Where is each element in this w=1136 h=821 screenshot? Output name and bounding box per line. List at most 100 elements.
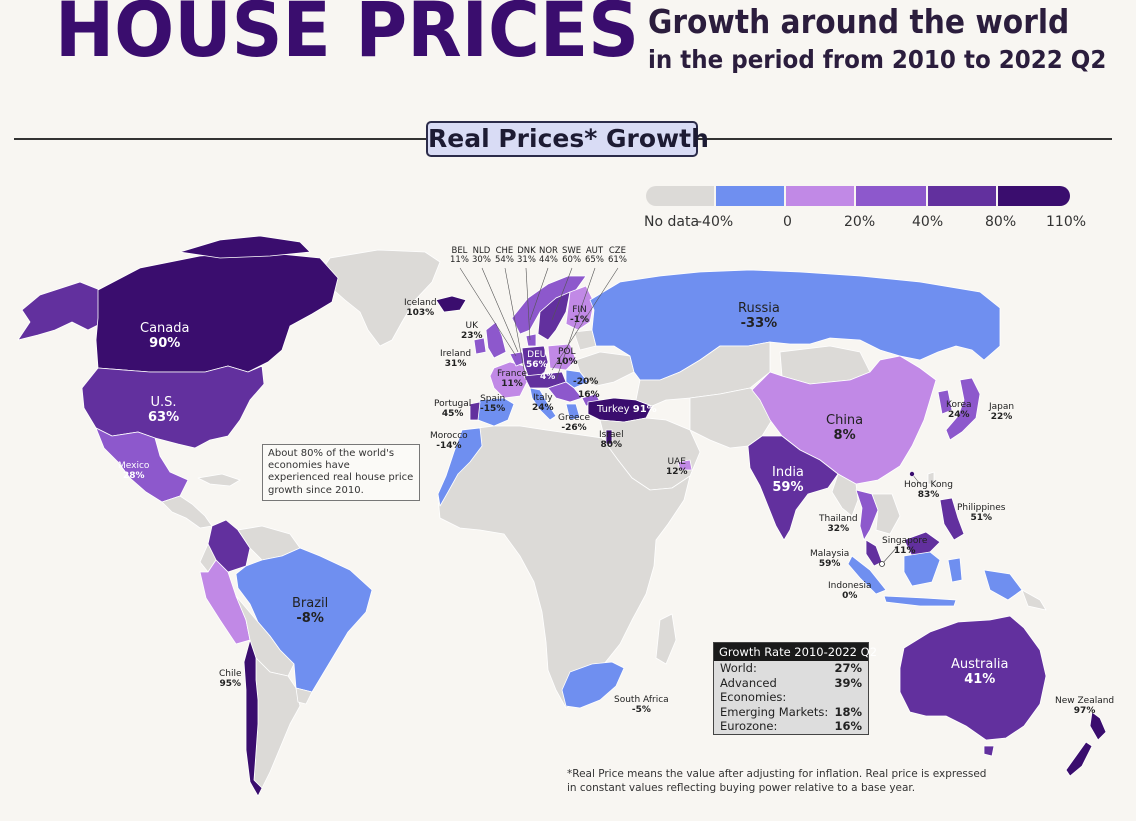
region-canada-islands: [179, 235, 311, 259]
label-portugal: Portugal 45%: [434, 399, 472, 420]
label-malaysia: Malaysia 59%: [810, 549, 850, 570]
section-title: Real Prices* Growth: [426, 121, 709, 157]
region-indochina: [871, 493, 901, 535]
region-korea: [937, 389, 953, 415]
label-us: U.S. 63%: [148, 395, 180, 425]
leader-nld: [481, 267, 519, 353]
region-tasmania: [983, 745, 995, 757]
legend-label-80: 80%: [985, 214, 1017, 230]
label-pol: POL 10%: [556, 347, 578, 368]
region-taiwan: [927, 471, 935, 485]
leader-cze: [551, 267, 619, 371]
legend-label-0: 0: [783, 214, 792, 230]
region-russia: [589, 269, 1001, 381]
legend-swatch-40: [928, 186, 996, 206]
region-central-america: [161, 495, 213, 529]
region-denmark: [525, 333, 537, 347]
legend-swatch-nodata: [646, 186, 714, 206]
region-africa: [437, 425, 691, 709]
region-chile: [243, 639, 263, 797]
region-new-zealand-north: [1089, 711, 1107, 741]
legend-label-110: 110%: [1046, 214, 1087, 230]
label-singapore: Singapore 11%: [882, 536, 928, 557]
region-indonesia-java: [883, 595, 957, 607]
region-morocco: [437, 427, 483, 507]
region-alaska: [17, 281, 101, 341]
label-thailand: Thailand 32%: [819, 514, 858, 535]
callout-aut: AUT 65%: [585, 246, 604, 266]
label-indonesia: Indonesia 0%: [828, 581, 872, 602]
region-canada: [95, 251, 339, 373]
legend-label-20: 20%: [844, 214, 876, 230]
region-italy: [529, 387, 557, 421]
region-indonesia-sumatra: [847, 555, 887, 595]
region-malaysia-borneo: [903, 531, 941, 557]
growth-rate-title: Growth Rate 2010-2022 Q2: [714, 643, 877, 661]
label-france: France 11%: [497, 369, 527, 390]
region-south-africa: [561, 661, 625, 709]
callout-bel: BEL 11%: [450, 246, 469, 266]
label-australia: Australia 41%: [951, 657, 1009, 687]
leader-singapore: [881, 545, 899, 565]
region-png-east: [1021, 589, 1047, 611]
region-japan: [945, 377, 981, 441]
label-philippines: Philippines 51%: [957, 503, 1006, 524]
region-israel: [605, 429, 613, 445]
label-ireland: Ireland 31%: [440, 349, 472, 370]
label-korea: Korea 24%: [946, 400, 972, 421]
hongkong-marker: [909, 471, 915, 477]
region-malaysia: [865, 539, 883, 567]
region-png: [983, 569, 1023, 601]
region-poland: [547, 343, 577, 371]
region-portugal: [469, 401, 481, 421]
region-philippines: [939, 497, 965, 541]
page-title: HOUSE PRICES: [55, 0, 640, 74]
region-argentina: [253, 657, 301, 789]
leader-aut: [555, 267, 596, 381]
region-indonesia-sulawesi: [947, 557, 963, 583]
region-uae: [677, 459, 693, 471]
region-eastern-europe: [575, 351, 635, 387]
label-brazil: Brazil -8%: [292, 596, 329, 626]
label-uk: UK 23%: [461, 321, 483, 342]
callout-nor: NOR 44%: [539, 246, 558, 266]
label-bulgaria: 16%: [578, 390, 600, 400]
region-uk: [485, 321, 507, 359]
region-caribbean: [197, 473, 241, 487]
label-israel: Israel 80%: [599, 430, 624, 451]
region-finland: [565, 285, 595, 331]
label-hungary: -20%: [573, 377, 599, 387]
region-mexico: [95, 427, 189, 503]
note-box: About 80% of the world's economies have …: [262, 444, 420, 501]
region-australia: [899, 615, 1047, 741]
label-india: India 59%: [772, 465, 804, 495]
leader-nor: [529, 267, 549, 321]
label-croatia: 4%: [540, 372, 556, 382]
legend-label-neg40: -40%: [697, 214, 734, 230]
label-turkey: Turkey 91%: [597, 404, 657, 415]
label-canada: Canada 90%: [140, 321, 190, 351]
label-iceland: Iceland 103%: [404, 298, 437, 319]
label-uae: UAE 12%: [666, 457, 688, 478]
region-indonesia-borneo: [903, 551, 941, 587]
color-scale-legend: [646, 186, 1070, 206]
label-greece: Greece -26%: [558, 413, 591, 434]
label-morocco: Morocco -14%: [430, 431, 468, 452]
leader-bel: [459, 267, 517, 357]
label-japan: Japan 22%: [989, 402, 1015, 423]
region-china: [751, 355, 937, 485]
footnote: *Real Price means the value after adjust…: [567, 768, 987, 794]
callout-nld: NLD 30%: [472, 246, 491, 266]
region-hungary: [565, 369, 589, 389]
legend-swatch-20: [856, 186, 926, 206]
label-fin: FIN -1%: [570, 305, 590, 326]
label-deu: DEU 56%: [526, 350, 548, 371]
label-italy: Italy 24%: [532, 393, 554, 414]
legend-swatch-neg40: [716, 186, 784, 206]
callout-cze: CZE 61%: [608, 246, 627, 266]
label-hongkong: Hong Kong 83%: [904, 480, 953, 501]
leader-che: [504, 267, 527, 381]
callout-che: CHE 54%: [495, 246, 514, 266]
region-iceland: [435, 295, 467, 313]
growth-row-emerging: Emerging Markets: 18%: [720, 704, 862, 719]
